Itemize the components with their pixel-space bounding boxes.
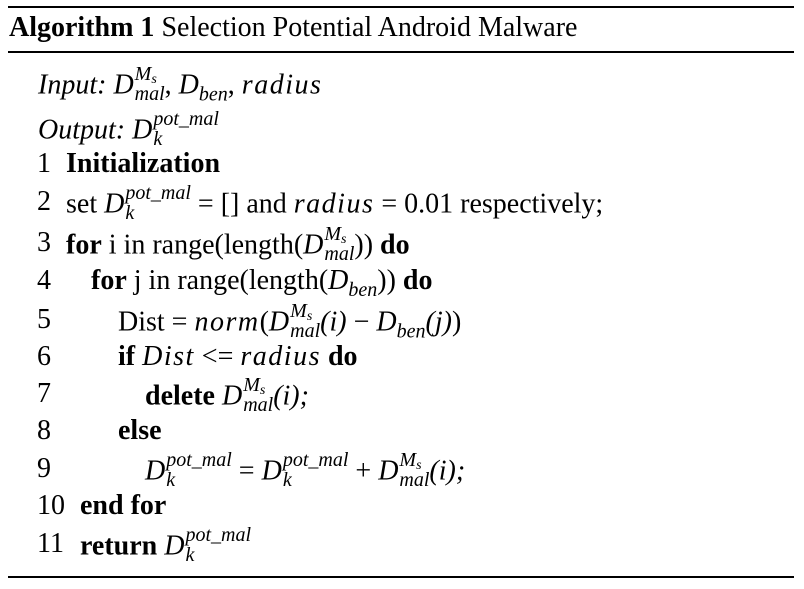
bottom-rule <box>8 576 794 578</box>
algorithm-label: Algorithm 1 <box>9 12 155 43</box>
keyword: Initialization <box>66 148 221 179</box>
line-number: 6 <box>37 341 51 372</box>
line-number: 4 <box>37 265 51 296</box>
top-rule <box>8 6 794 8</box>
input-radius: radius <box>241 69 323 101</box>
line-number: 10 <box>37 490 65 521</box>
line-number: 1 <box>37 148 51 179</box>
line-number: 3 <box>37 227 51 258</box>
header-rule <box>8 51 794 53</box>
line-number: 5 <box>37 304 51 335</box>
line-number: 9 <box>37 453 51 484</box>
keyword: return <box>80 530 158 562</box>
keyword: delete <box>145 380 215 412</box>
keyword: if <box>118 341 136 372</box>
keyword: else <box>118 415 162 446</box>
keyword: for <box>91 265 127 296</box>
keyword: end for <box>80 490 167 521</box>
line-number: 8 <box>37 415 51 446</box>
line-number: 11 <box>37 528 64 559</box>
keyword: do <box>380 229 410 261</box>
keyword: do <box>402 265 433 296</box>
line-number: 2 <box>37 186 51 217</box>
output-label: Output: <box>38 114 126 146</box>
algorithm-title: Algorithm 1 Selection Potential Android … <box>9 6 577 50</box>
line-number: 7 <box>37 378 51 409</box>
keyword: do <box>327 341 358 372</box>
keyword: for <box>66 229 102 261</box>
input-label: Input: <box>38 69 107 101</box>
algorithm-name: Selection Potential Android Malware <box>161 12 578 43</box>
